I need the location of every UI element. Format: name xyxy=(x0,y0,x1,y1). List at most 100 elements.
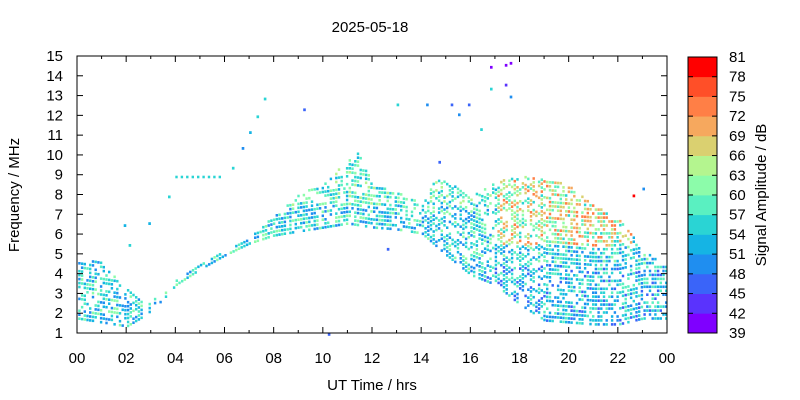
data-point xyxy=(446,246,449,249)
data-point xyxy=(565,277,568,280)
data-point xyxy=(343,218,346,222)
data-point xyxy=(297,206,300,210)
data-point xyxy=(497,277,500,281)
data-point xyxy=(105,294,108,297)
data-point xyxy=(475,240,479,243)
data-point xyxy=(581,195,584,199)
colorbar-segment xyxy=(688,313,717,334)
data-point xyxy=(621,243,625,246)
data-point xyxy=(540,253,543,257)
data-point xyxy=(240,242,243,245)
colorbar-tick-label: 57 xyxy=(729,207,746,224)
data-point xyxy=(240,246,243,249)
data-point xyxy=(621,235,625,238)
data-point xyxy=(532,280,535,283)
data-point xyxy=(483,271,487,274)
data-point xyxy=(635,291,638,294)
data-point xyxy=(483,275,487,278)
y-tick-label: 15 xyxy=(46,48,63,65)
data-point xyxy=(643,277,646,281)
data-point xyxy=(535,289,538,293)
data-point xyxy=(186,272,189,276)
data-point xyxy=(529,203,533,206)
data-point xyxy=(638,318,641,321)
data-point xyxy=(402,205,406,208)
data-point xyxy=(343,215,346,218)
data-point xyxy=(424,219,427,222)
data-point xyxy=(532,248,535,251)
data-point xyxy=(91,295,95,299)
data-point xyxy=(567,214,571,217)
data-point xyxy=(516,205,519,209)
data-point xyxy=(448,252,452,255)
data-point xyxy=(102,297,105,301)
data-point xyxy=(589,231,592,235)
data-point xyxy=(440,229,443,233)
data-point xyxy=(400,220,403,224)
data-point xyxy=(597,212,600,215)
data-point xyxy=(335,180,338,184)
data-point xyxy=(529,274,533,277)
data-point xyxy=(548,220,552,224)
data-point xyxy=(175,279,178,282)
data-point xyxy=(610,307,614,310)
data-point xyxy=(478,237,481,240)
data-point xyxy=(575,301,579,305)
data-point xyxy=(83,318,86,321)
data-point xyxy=(627,309,630,312)
data-point xyxy=(218,253,222,256)
colorbar-tick-label: 75 xyxy=(729,88,746,105)
data-point xyxy=(505,256,508,259)
data-point xyxy=(283,216,287,220)
data-point xyxy=(429,239,433,243)
data-point xyxy=(356,152,360,156)
data-point xyxy=(437,195,441,198)
data-point xyxy=(443,208,446,211)
data-point xyxy=(502,198,506,202)
data-point xyxy=(478,276,481,280)
data-point xyxy=(359,208,362,211)
data-point xyxy=(643,269,646,273)
data-point xyxy=(308,228,311,232)
data-point xyxy=(516,193,519,197)
data-point xyxy=(180,175,184,179)
data-point xyxy=(562,225,565,229)
data-point xyxy=(483,239,487,243)
data-point xyxy=(318,207,322,210)
data-point xyxy=(608,303,611,306)
data-point xyxy=(337,196,341,199)
data-point xyxy=(416,231,419,234)
data-point xyxy=(440,209,443,213)
data-point xyxy=(126,324,130,328)
data-point xyxy=(129,307,132,310)
data-point xyxy=(616,236,619,239)
data-point xyxy=(640,278,644,281)
data-point xyxy=(148,310,151,314)
data-point xyxy=(481,238,484,241)
data-point xyxy=(492,187,495,190)
data-point xyxy=(364,197,368,200)
data-point xyxy=(573,285,576,289)
data-point xyxy=(80,274,84,277)
data-point xyxy=(632,252,635,255)
data-point xyxy=(502,270,506,273)
data-point xyxy=(462,195,465,199)
data-point xyxy=(616,291,619,294)
data-point xyxy=(410,230,414,233)
data-point xyxy=(594,259,598,263)
data-point xyxy=(497,210,500,213)
data-point xyxy=(537,267,541,271)
data-point xyxy=(543,275,546,278)
data-point xyxy=(551,189,554,192)
data-point xyxy=(367,174,370,177)
data-point xyxy=(556,217,560,220)
data-point xyxy=(605,244,608,247)
data-point xyxy=(332,224,335,228)
data-point xyxy=(159,300,162,304)
data-point xyxy=(586,235,589,239)
data-point xyxy=(400,216,403,220)
data-point xyxy=(559,217,562,221)
data-point xyxy=(535,210,538,214)
data-point xyxy=(586,215,589,219)
data-point xyxy=(321,210,324,214)
